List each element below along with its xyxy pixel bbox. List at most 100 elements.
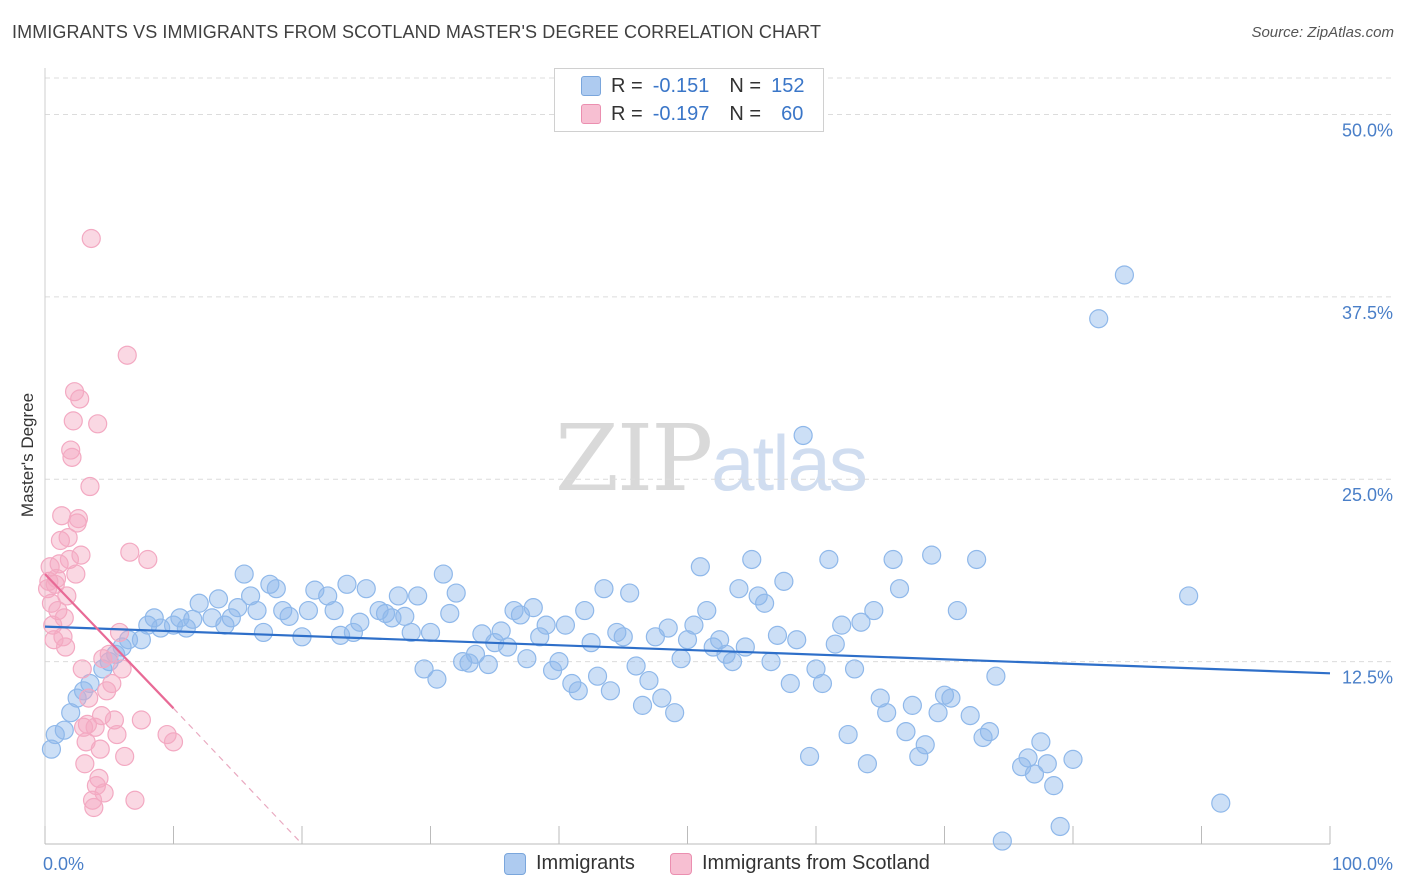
data-point (1037, 754, 1057, 774)
watermark-zip: ZIP (555, 405, 713, 512)
data-point (1018, 748, 1038, 768)
data-point (1050, 816, 1070, 837)
data-point (967, 549, 987, 570)
data-point (684, 615, 704, 635)
data-point (82, 790, 103, 810)
data-point (90, 739, 110, 759)
data-point (690, 557, 710, 577)
data-point (915, 735, 935, 755)
trend-line-scotland (44, 573, 175, 710)
legend-n-value: 60 (781, 102, 804, 125)
data-point (63, 411, 83, 431)
data-point (115, 746, 135, 767)
data-point (253, 622, 274, 643)
data-point (67, 688, 87, 708)
data-point (89, 768, 109, 788)
source-label: Source: ZipAtlas.com (1251, 24, 1394, 41)
data-point (549, 652, 569, 672)
data-point (729, 579, 749, 599)
data-point (72, 659, 92, 679)
data-point (986, 666, 1006, 686)
data-point (337, 574, 357, 594)
legend-r-value: -0.197 (652, 102, 710, 125)
data-point (427, 669, 447, 689)
data-point (298, 600, 319, 621)
y-tick-label: 50.0% (1342, 120, 1393, 140)
series-legend-immigrants[interactable]: Immigrants (504, 852, 635, 875)
legend-row-scotland: R = -0.197 N = 60 (581, 101, 803, 127)
data-point (50, 530, 71, 551)
data-point (49, 554, 69, 574)
legend-r-value: -0.151 (652, 74, 710, 97)
data-point (722, 652, 743, 672)
data-point (71, 545, 91, 565)
data-point (587, 666, 608, 686)
data-point (568, 681, 588, 701)
data-point (909, 746, 929, 767)
data-point (189, 593, 209, 613)
data-point (523, 598, 543, 618)
data-point (767, 625, 788, 645)
data-point (1024, 764, 1045, 784)
data-point (1044, 776, 1064, 796)
legend-n-label: N = (729, 102, 762, 125)
y-tick-label: 37.5% (1342, 303, 1393, 323)
data-point (562, 673, 582, 694)
watermark-atlas: atlas (711, 419, 868, 507)
legend-row-immigrants: R = -0.151 N = 152 (581, 73, 804, 99)
data-point (356, 579, 376, 599)
data-point (446, 583, 466, 603)
data-point (395, 606, 415, 626)
chart-title: IMMIGRANTS VS IMMIGRANTS FROM SCOTLAND M… (12, 22, 822, 42)
trend-line-scotland-extension (173, 707, 303, 845)
data-point (420, 622, 441, 643)
data-point (1114, 265, 1135, 285)
data-point (632, 695, 653, 715)
data-point (832, 615, 852, 635)
data-point (748, 586, 768, 606)
data-point (388, 586, 408, 606)
data-point (91, 706, 112, 726)
data-point (902, 695, 922, 715)
data-point (440, 603, 460, 624)
data-point (883, 549, 903, 570)
data-point (600, 681, 621, 701)
x-tick-label-max: 100.0% (1332, 854, 1393, 874)
data-point (79, 688, 99, 708)
trend-line-immigrants (44, 625, 1331, 675)
data-point (433, 564, 453, 584)
data-point (75, 754, 95, 774)
data-point (221, 608, 241, 628)
series-scotland (37, 228, 184, 818)
data-point (81, 228, 101, 249)
data-point (54, 608, 74, 628)
trend-lines (44, 573, 1331, 845)
data-point (183, 609, 203, 629)
data-point (48, 600, 68, 621)
data-point (77, 714, 98, 734)
data-point (45, 724, 65, 745)
data-point (465, 644, 486, 664)
data-point (68, 509, 89, 529)
data-point (58, 527, 78, 548)
y-tick-label: 12.5% (1342, 668, 1393, 688)
series-legend-scotland[interactable]: Immigrants from Scotland (670, 852, 930, 875)
data-point (41, 593, 62, 613)
data-point (99, 644, 119, 664)
watermark: ZIPatlas (555, 405, 868, 512)
data-point (787, 630, 807, 650)
data-point (1031, 732, 1051, 752)
data-point (742, 549, 762, 570)
data-point (107, 724, 127, 745)
data-point (138, 549, 158, 570)
data-point (620, 583, 640, 603)
data-point (84, 797, 104, 818)
series-legend: Immigrants Immigrants from Scotland (0, 852, 1406, 878)
legend-swatch-scotland (581, 104, 601, 124)
data-point (761, 652, 781, 672)
stats-legend: R = -0.151 N = 152 R = -0.197 N = 60 (554, 68, 824, 132)
data-point (401, 622, 421, 643)
data-point (665, 703, 685, 723)
data-point (697, 600, 717, 621)
